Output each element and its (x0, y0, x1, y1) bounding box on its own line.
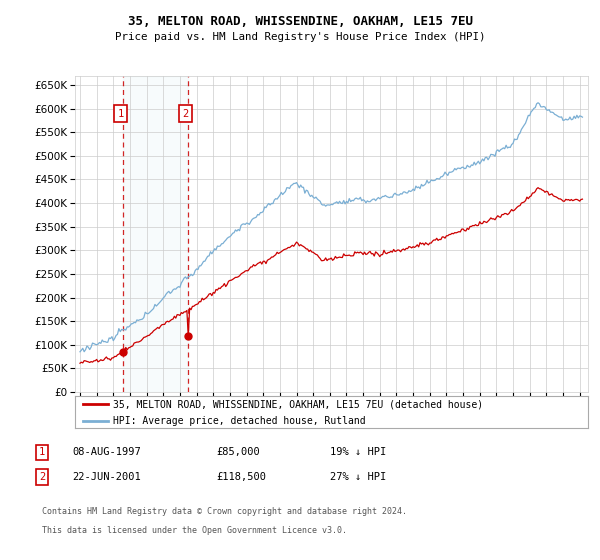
Text: HPI: Average price, detached house, Rutland: HPI: Average price, detached house, Rutl… (113, 416, 366, 426)
Text: This data is licensed under the Open Government Licence v3.0.: This data is licensed under the Open Gov… (42, 526, 347, 535)
Text: £118,500: £118,500 (216, 472, 266, 482)
Text: 35, MELTON ROAD, WHISSENDINE, OAKHAM, LE15 7EU (detached house): 35, MELTON ROAD, WHISSENDINE, OAKHAM, LE… (113, 399, 484, 409)
Text: 1: 1 (39, 447, 45, 458)
Text: 27% ↓ HPI: 27% ↓ HPI (330, 472, 386, 482)
Text: 08-AUG-1997: 08-AUG-1997 (72, 447, 141, 458)
Text: Price paid vs. HM Land Registry's House Price Index (HPI): Price paid vs. HM Land Registry's House … (115, 32, 485, 43)
Text: 35, MELTON ROAD, WHISSENDINE, OAKHAM, LE15 7EU: 35, MELTON ROAD, WHISSENDINE, OAKHAM, LE… (128, 15, 473, 27)
Text: 2: 2 (182, 109, 188, 119)
Text: 2: 2 (39, 472, 45, 482)
Text: Contains HM Land Registry data © Crown copyright and database right 2024.: Contains HM Land Registry data © Crown c… (42, 507, 407, 516)
Text: 22-JUN-2001: 22-JUN-2001 (72, 472, 141, 482)
Text: 1: 1 (118, 109, 124, 119)
Bar (123, 76, 188, 392)
Text: 19% ↓ HPI: 19% ↓ HPI (330, 447, 386, 458)
Text: £85,000: £85,000 (216, 447, 260, 458)
